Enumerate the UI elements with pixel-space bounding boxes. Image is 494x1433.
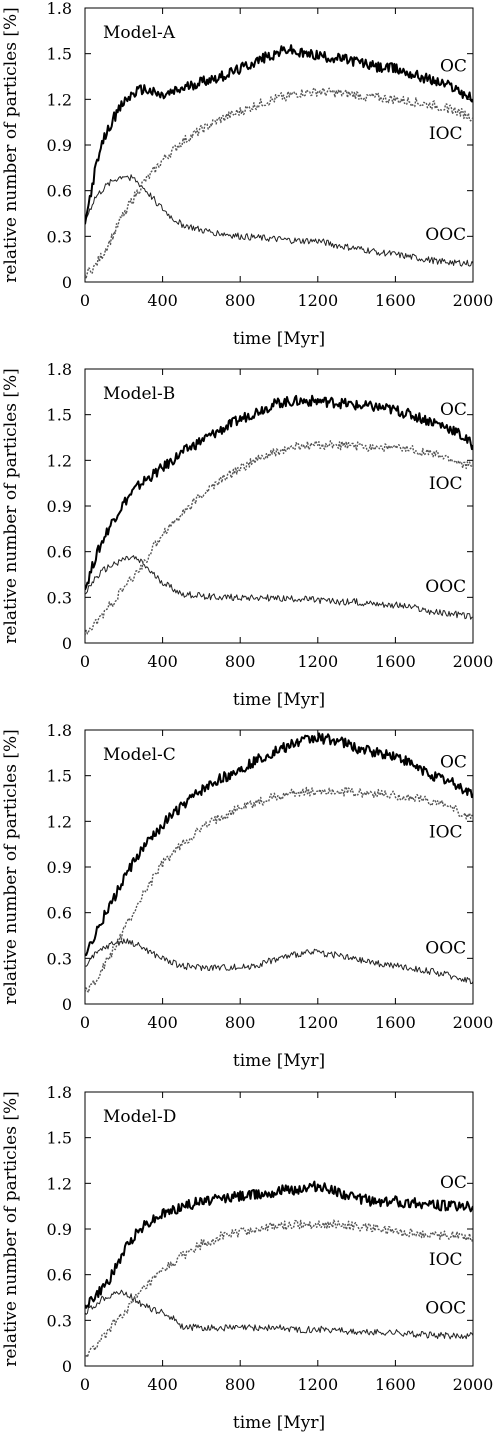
series-line-ooc bbox=[85, 174, 473, 267]
x-tick-label: 1200 bbox=[297, 1375, 338, 1394]
y-tick-label: 0.9 bbox=[47, 858, 72, 877]
series-line-ooc bbox=[85, 555, 473, 620]
x-axis-label: time [Myr] bbox=[233, 329, 325, 349]
panel-title: Model-B bbox=[103, 384, 175, 404]
series-label-oc: OC bbox=[440, 752, 467, 772]
series-line-ioc bbox=[85, 440, 473, 636]
x-tick-label: 0 bbox=[80, 1013, 90, 1032]
y-axis-label: relative number of particles [%] bbox=[1, 729, 21, 1005]
y-tick-label: 1.2 bbox=[47, 90, 72, 109]
y-tick-label: 1.8 bbox=[47, 721, 72, 740]
x-tick-label: 2000 bbox=[453, 291, 494, 310]
x-tick-label: 1600 bbox=[375, 1013, 416, 1032]
x-tick-label: 2000 bbox=[453, 1375, 494, 1394]
chart-panel-2: 0 400 800 1200 1600 2000 0 0.3 0.6 0.9 1.2 1.5 1.8 ti… bbox=[1, 360, 493, 710]
series-line-oc bbox=[85, 44, 473, 225]
y-tick-label: 1.2 bbox=[47, 1174, 72, 1193]
y-axis-label: relative number of particles [%] bbox=[1, 7, 21, 283]
series-line-oc bbox=[85, 394, 473, 591]
series-line-oc bbox=[85, 732, 473, 957]
x-tick-label: 800 bbox=[225, 1013, 256, 1032]
series-line-ioc bbox=[85, 1219, 473, 1359]
y-tick-label: 0.6 bbox=[47, 1266, 72, 1285]
x-tick-label: 1200 bbox=[297, 1013, 338, 1032]
x-tick-label: 1600 bbox=[375, 291, 416, 310]
x-tick-label: 400 bbox=[147, 291, 178, 310]
x-tick-label: 1600 bbox=[375, 1375, 416, 1394]
series-label-ooc: OOC bbox=[425, 577, 466, 597]
series-line-ooc bbox=[85, 1289, 473, 1340]
x-tick-label: 1600 bbox=[375, 652, 416, 671]
y-tick-label: 1.8 bbox=[47, 1083, 72, 1102]
series-label-ooc: OOC bbox=[425, 1299, 466, 1319]
panel-title: Model-D bbox=[103, 1107, 176, 1127]
series-label-oc: OC bbox=[440, 57, 467, 77]
y-tick-label: 0.3 bbox=[47, 588, 72, 607]
panel-title: Model-C bbox=[103, 745, 176, 765]
series-line-ooc bbox=[85, 938, 473, 985]
x-tick-label: 800 bbox=[225, 1375, 256, 1394]
y-tick-label: 1.5 bbox=[47, 1129, 72, 1148]
y-tick-label: 1.5 bbox=[47, 406, 72, 425]
y-axis-label: relative number of particles [%] bbox=[1, 368, 21, 644]
series-label-oc: OC bbox=[440, 1173, 467, 1193]
series-label-ioc: IOC bbox=[429, 823, 463, 843]
y-tick-label: 1.8 bbox=[47, 0, 72, 18]
x-tick-label: 0 bbox=[80, 291, 90, 310]
chart-panel-3: 0 400 800 1200 1600 2000 0 0.3 0.6 0.9 1.2 1.5 1.8 ti… bbox=[1, 721, 493, 1071]
y-tick-label: 0 bbox=[62, 634, 72, 653]
x-tick-label: 800 bbox=[225, 291, 256, 310]
series-line-ioc bbox=[85, 786, 473, 994]
x-tick-label: 400 bbox=[147, 1013, 178, 1032]
y-tick-label: 1.2 bbox=[47, 451, 72, 470]
y-tick-label: 0.9 bbox=[47, 1220, 72, 1239]
x-tick-label: 800 bbox=[225, 652, 256, 671]
y-tick-label: 0.3 bbox=[47, 949, 72, 968]
plot-frame bbox=[84, 7, 474, 283]
y-tick-label: 0.6 bbox=[47, 543, 72, 562]
chart-panel-1: 0 400 800 1200 1600 2000 0 0.3 0.6 0.9 1.2 1.5 1.8 ti… bbox=[1, 0, 493, 349]
y-tick-label: 0 bbox=[62, 1357, 72, 1376]
x-tick-label: 2000 bbox=[453, 652, 494, 671]
y-tick-label: 0.9 bbox=[47, 497, 72, 516]
y-tick-label: 1.8 bbox=[47, 360, 72, 379]
x-tick-label: 1200 bbox=[297, 652, 338, 671]
x-axis-label: time [Myr] bbox=[233, 1051, 325, 1071]
series-label-ioc: IOC bbox=[429, 124, 463, 144]
y-axis-label: relative number of particles [%] bbox=[1, 1091, 21, 1367]
y-tick-label: 0.3 bbox=[47, 1311, 72, 1330]
x-tick-label: 0 bbox=[80, 652, 90, 671]
series-line-oc bbox=[85, 1180, 473, 1309]
y-tick-label: 0.6 bbox=[47, 904, 72, 923]
y-tick-label: 0 bbox=[62, 273, 72, 292]
x-axis-label: time [Myr] bbox=[233, 690, 325, 710]
series-label-ooc: OOC bbox=[425, 225, 466, 245]
x-axis-label: time [Myr] bbox=[233, 1413, 325, 1433]
x-tick-label: 400 bbox=[147, 652, 178, 671]
series-label-ooc: OOC bbox=[425, 939, 466, 959]
x-tick-label: 400 bbox=[147, 1375, 178, 1394]
chart-panel-4: 0 400 800 1200 1600 2000 0 0.3 0.6 0.9 1.2 1.5 1.8 ti… bbox=[1, 1083, 493, 1433]
y-tick-label: 1.2 bbox=[47, 812, 72, 831]
y-tick-label: 0 bbox=[62, 995, 72, 1014]
series-label-ioc: IOC bbox=[429, 474, 463, 494]
plot-frame bbox=[84, 368, 474, 644]
y-tick-label: 1.5 bbox=[47, 45, 72, 64]
x-tick-label: 1200 bbox=[297, 291, 338, 310]
plot-frame bbox=[84, 729, 474, 1005]
y-tick-label: 0.6 bbox=[47, 182, 72, 201]
series-label-oc: OC bbox=[440, 400, 467, 420]
y-tick-label: 1.5 bbox=[47, 767, 72, 786]
series-line-ioc bbox=[85, 87, 473, 279]
y-tick-label: 0.3 bbox=[47, 227, 72, 246]
x-tick-label: 0 bbox=[80, 1375, 90, 1394]
y-tick-label: 0.9 bbox=[47, 136, 72, 155]
panel-title: Model-A bbox=[103, 23, 176, 43]
series-label-ioc: IOC bbox=[429, 1250, 463, 1270]
x-tick-label: 2000 bbox=[453, 1013, 494, 1032]
